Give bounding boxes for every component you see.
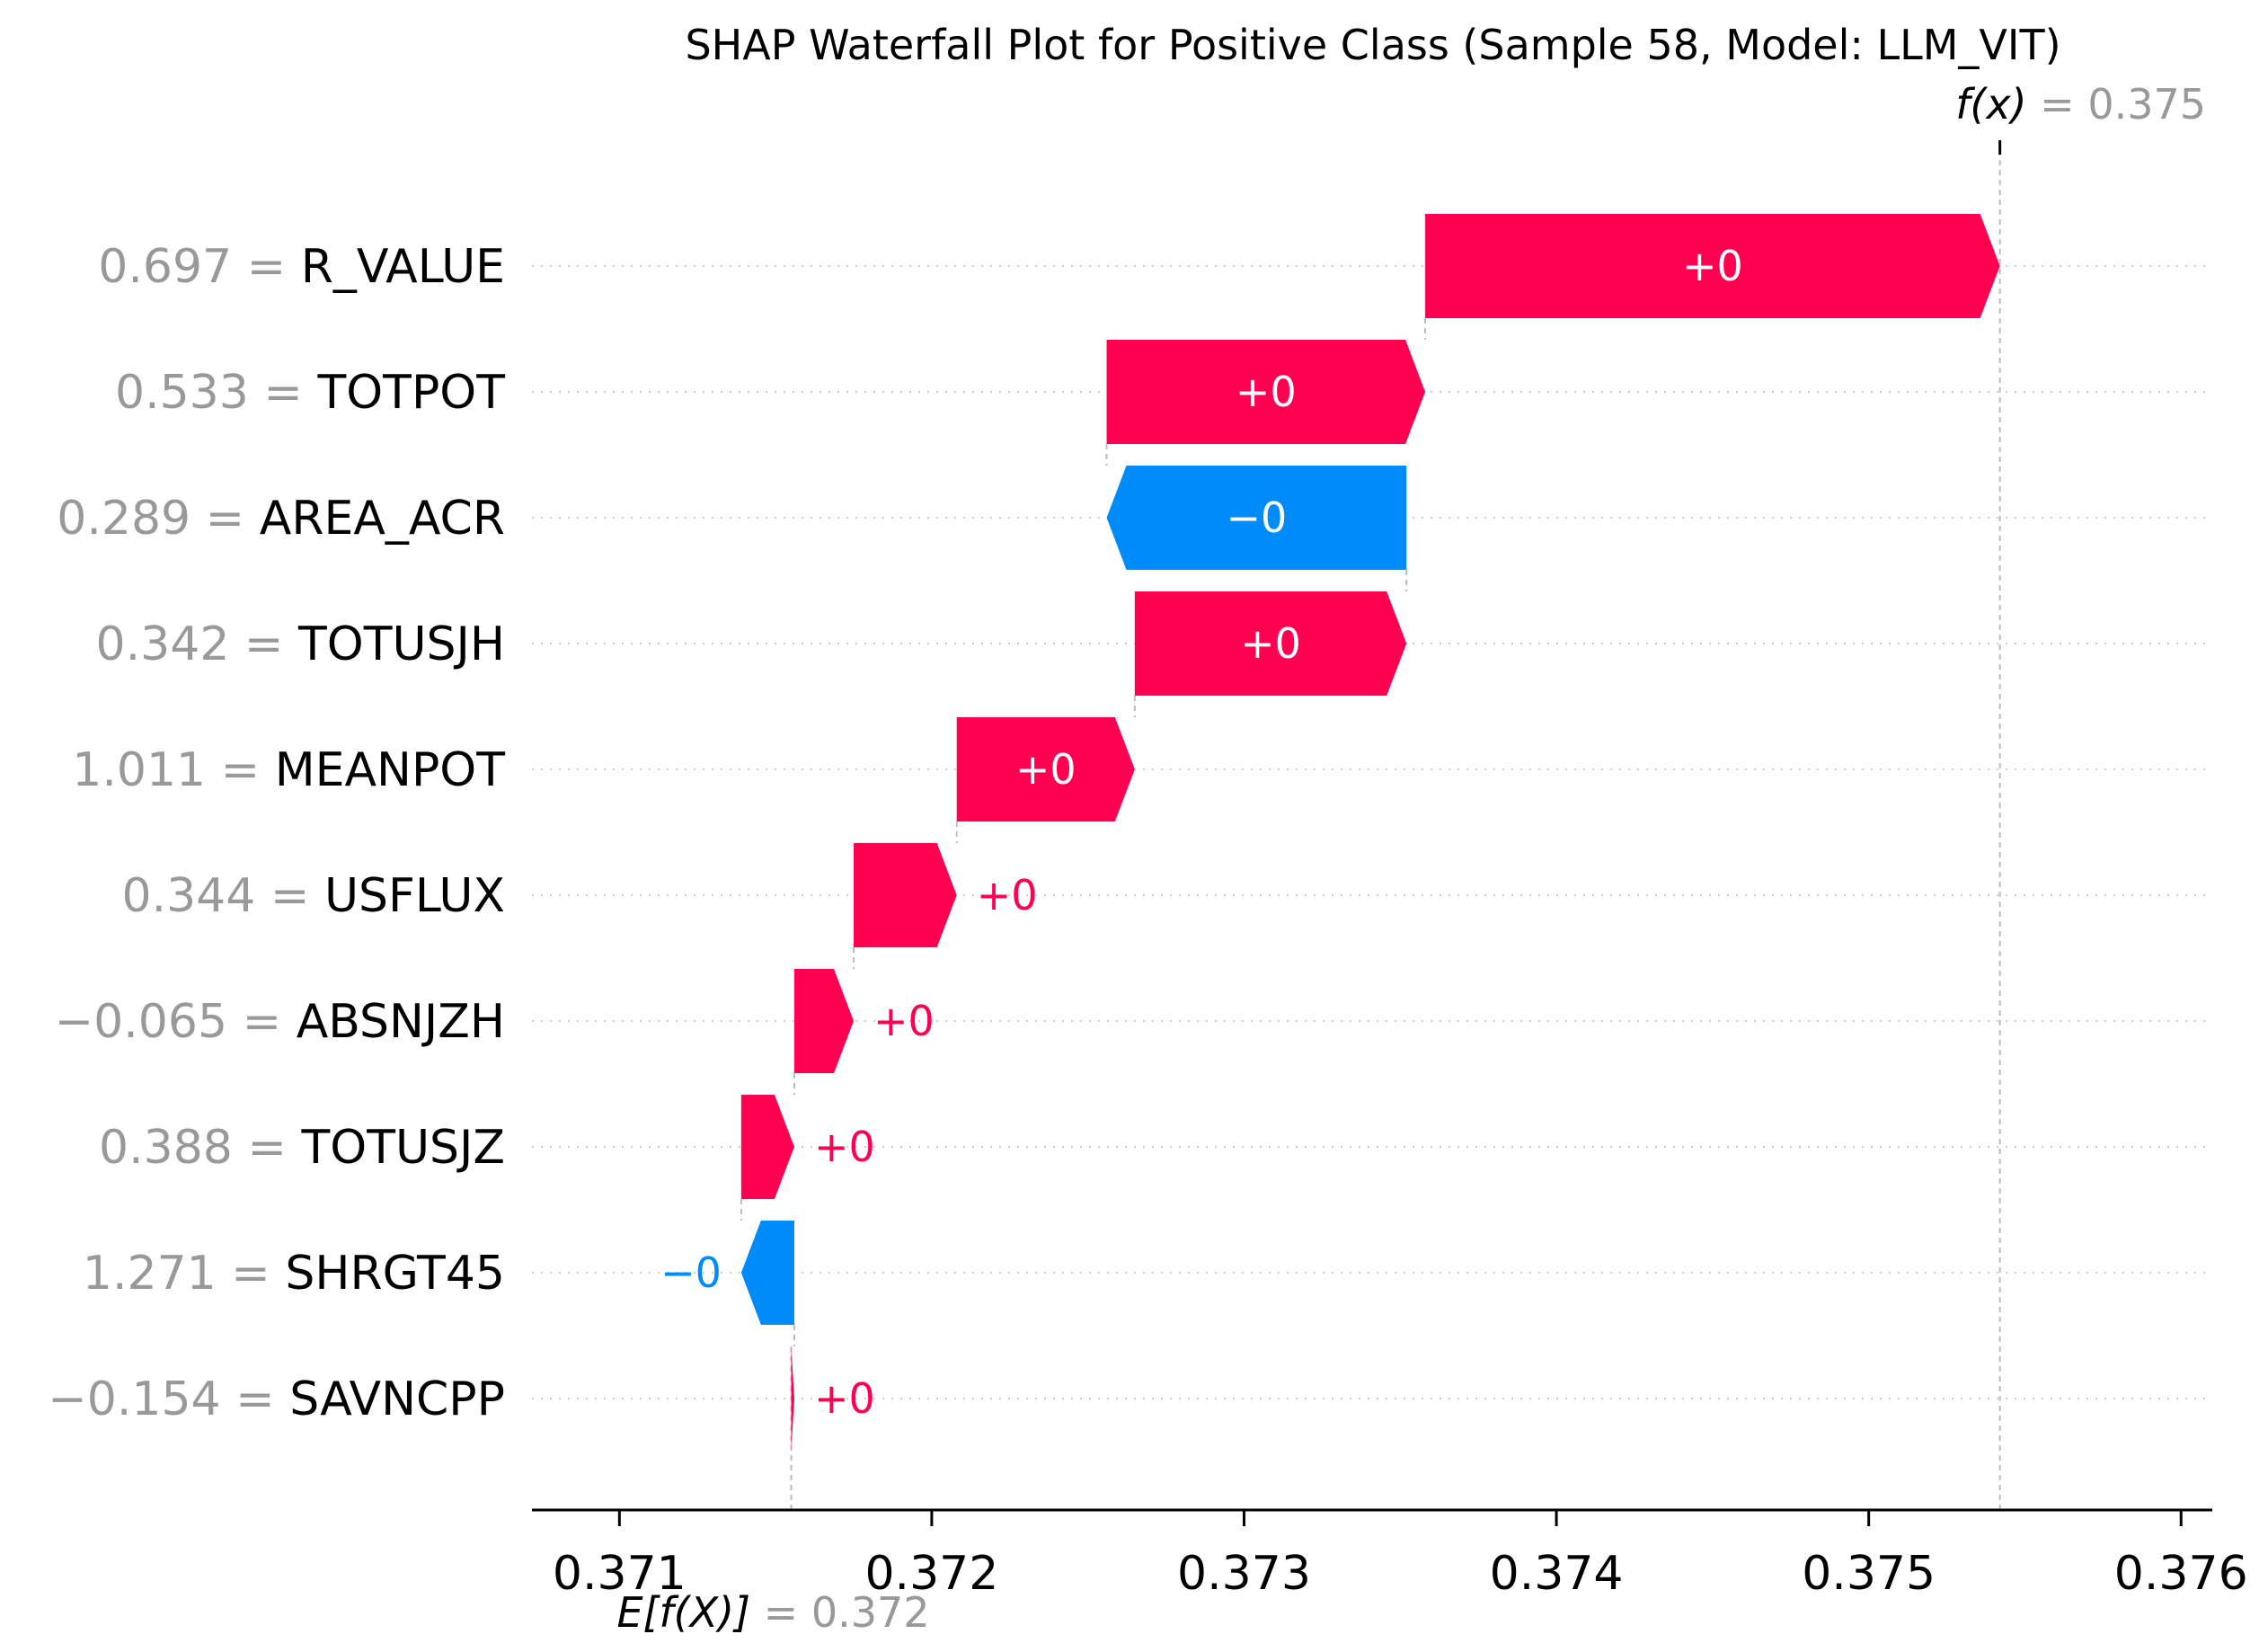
feature-value: 1.011 = bbox=[72, 743, 275, 797]
feature-label: −0.065 = ABSNJZH bbox=[55, 995, 505, 1049]
bar-value-label: +0 bbox=[814, 1123, 875, 1171]
feature-value: 0.289 = bbox=[57, 492, 260, 546]
waterfall-bar bbox=[740, 1221, 794, 1325]
x-tick-label: 0.375 bbox=[1802, 1547, 1936, 1601]
waterfall-bar bbox=[1106, 340, 1426, 444]
feature-value: 0.388 = bbox=[99, 1121, 302, 1175]
feature-label: 0.342 = TOTUSJH bbox=[96, 617, 505, 671]
feature-name: TOTPOT bbox=[316, 366, 505, 420]
x-tick-label: 0.373 bbox=[1177, 1547, 1311, 1601]
x-tick-label: 0.372 bbox=[864, 1547, 998, 1601]
chart-title: SHAP Waterfall Plot for Positive Class (… bbox=[685, 21, 2060, 69]
bar-value-label: +0 bbox=[1240, 619, 1301, 668]
x-tick-label: 0.371 bbox=[553, 1547, 687, 1601]
feature-name: R_VALUE bbox=[301, 240, 505, 294]
base-value-number: = 0.372 bbox=[764, 1588, 930, 1637]
feature-label: 0.533 = TOTPOT bbox=[115, 366, 505, 420]
base-value-name: E[f(X)] bbox=[616, 1588, 763, 1637]
feature-label: 0.344 = USFLUX bbox=[121, 869, 505, 923]
bar-value-label: +0 bbox=[1015, 745, 1076, 794]
feature-value: −0.065 = bbox=[55, 995, 297, 1049]
waterfall-bar bbox=[793, 969, 855, 1073]
x-tick-label: 0.376 bbox=[2114, 1547, 2248, 1601]
waterfall-bar bbox=[1134, 591, 1407, 696]
feature-label: 0.289 = AREA_ACR bbox=[57, 492, 505, 546]
waterfall-bar bbox=[956, 717, 1135, 822]
bar-value-label: −0 bbox=[1226, 493, 1287, 542]
feature-name: USFLUX bbox=[324, 869, 505, 923]
output-value-label: f(x) = 0.375 bbox=[1955, 80, 2206, 129]
bar-value-label: +0 bbox=[814, 1374, 875, 1423]
feature-label: −0.154 = SAVNCPP bbox=[48, 1372, 505, 1426]
x-tick-label: 0.374 bbox=[1490, 1547, 1624, 1601]
bar-value-label: +0 bbox=[1236, 368, 1297, 416]
feature-name: SHRGT45 bbox=[285, 1247, 505, 1301]
base-value-label: E[f(X)] = 0.372 bbox=[616, 1588, 929, 1637]
feature-label: 0.697 = R_VALUE bbox=[98, 240, 505, 294]
feature-value: 0.344 = bbox=[121, 869, 324, 923]
feature-value: 0.342 = bbox=[96, 617, 299, 671]
feature-name: AREA_ACR bbox=[260, 492, 505, 546]
feature-label: 1.271 = SHRGT45 bbox=[83, 1247, 505, 1301]
feature-value: −0.154 = bbox=[48, 1372, 289, 1426]
feature-name: MEANPOT bbox=[275, 743, 505, 797]
waterfall-bar bbox=[740, 1095, 794, 1199]
feature-label: 0.388 = TOTUSJZ bbox=[99, 1121, 505, 1175]
bar-value-label: +0 bbox=[977, 871, 1038, 919]
feature-value: 0.533 = bbox=[115, 366, 318, 420]
bar-value-label: −0 bbox=[660, 1248, 722, 1297]
bar-value-label: +0 bbox=[873, 997, 935, 1045]
waterfall-bar bbox=[854, 843, 957, 947]
feature-value: 1.271 = bbox=[83, 1247, 286, 1301]
output-value-name: f(x) bbox=[1955, 80, 2040, 129]
feature-name: SAVNCPP bbox=[289, 1372, 505, 1426]
feature-name: ABSNJZH bbox=[297, 995, 505, 1049]
feature-name: TOTUSJZ bbox=[301, 1121, 505, 1175]
bar-value-label: +0 bbox=[1682, 242, 1743, 290]
waterfall-bar bbox=[1425, 214, 2000, 318]
feature-name: TOTUSJH bbox=[297, 617, 505, 671]
waterfall-bar bbox=[1106, 466, 1407, 570]
feature-label: 1.011 = MEANPOT bbox=[72, 743, 505, 797]
output-value-number: = 0.375 bbox=[2040, 80, 2206, 129]
feature-value: 0.697 = bbox=[98, 240, 301, 294]
waterfall-bar bbox=[791, 1346, 794, 1451]
